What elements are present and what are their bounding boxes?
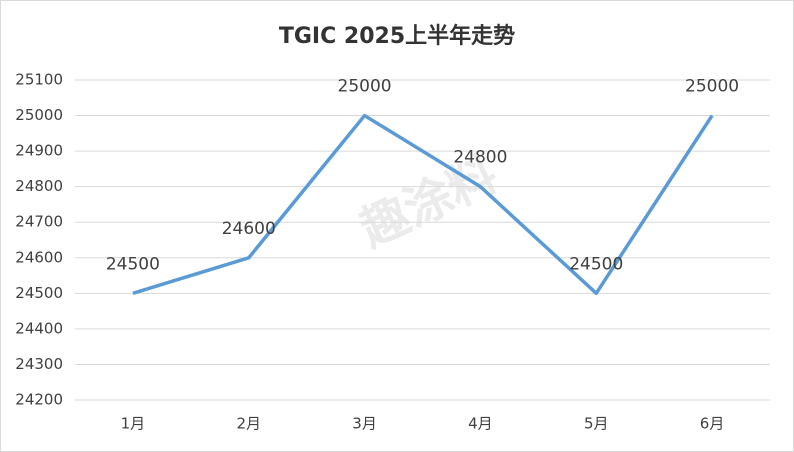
y-tick-label: 24800 (15, 177, 63, 195)
y-tick-label: 24600 (15, 248, 63, 266)
data-label: 24600 (222, 219, 276, 239)
y-tick-label: 24200 (15, 391, 63, 409)
y-tick-label: 24300 (15, 355, 63, 373)
x-tick-label: 3月 (352, 415, 377, 433)
chart-title: TGIC 2025上半年走势 (279, 23, 515, 49)
data-label: 24500 (569, 254, 623, 274)
data-label: 24500 (106, 254, 160, 274)
x-tick-label: 5月 (584, 415, 609, 433)
y-tick-label: 24700 (15, 213, 63, 231)
y-tick-label: 24400 (15, 319, 63, 337)
data-label: 25000 (685, 77, 739, 97)
data-label: 24800 (453, 148, 507, 168)
y-tick-label: 25100 (15, 71, 63, 89)
data-label: 25000 (338, 77, 392, 97)
x-tick-label: 4月 (468, 415, 493, 433)
y-tick-label: 25000 (15, 106, 63, 124)
y-tick-label: 24500 (15, 284, 63, 302)
x-tick-label: 6月 (700, 415, 725, 433)
x-tick-label: 2月 (236, 415, 261, 433)
line (132, 113, 714, 296)
y-tick-label: 24900 (15, 142, 63, 160)
x-tick-label: 1月 (121, 415, 146, 433)
